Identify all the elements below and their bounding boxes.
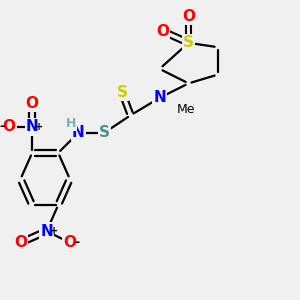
Text: N: N (40, 224, 53, 238)
Text: N: N (153, 90, 166, 105)
Text: O: O (156, 24, 169, 39)
Text: +: + (35, 122, 44, 132)
Text: N: N (72, 125, 85, 140)
Text: N: N (26, 119, 38, 134)
Text: -: - (0, 120, 4, 133)
Text: S: S (116, 85, 128, 100)
Text: S: S (99, 125, 110, 140)
Text: O: O (26, 96, 39, 111)
Text: Me: Me (176, 103, 195, 116)
Text: O: O (182, 9, 195, 24)
Text: O: O (2, 119, 16, 134)
Text: H: H (66, 117, 76, 130)
Text: -: - (74, 236, 80, 249)
Text: +: + (50, 226, 58, 236)
Text: S: S (183, 35, 194, 50)
Text: O: O (63, 235, 76, 250)
Text: O: O (14, 235, 27, 250)
